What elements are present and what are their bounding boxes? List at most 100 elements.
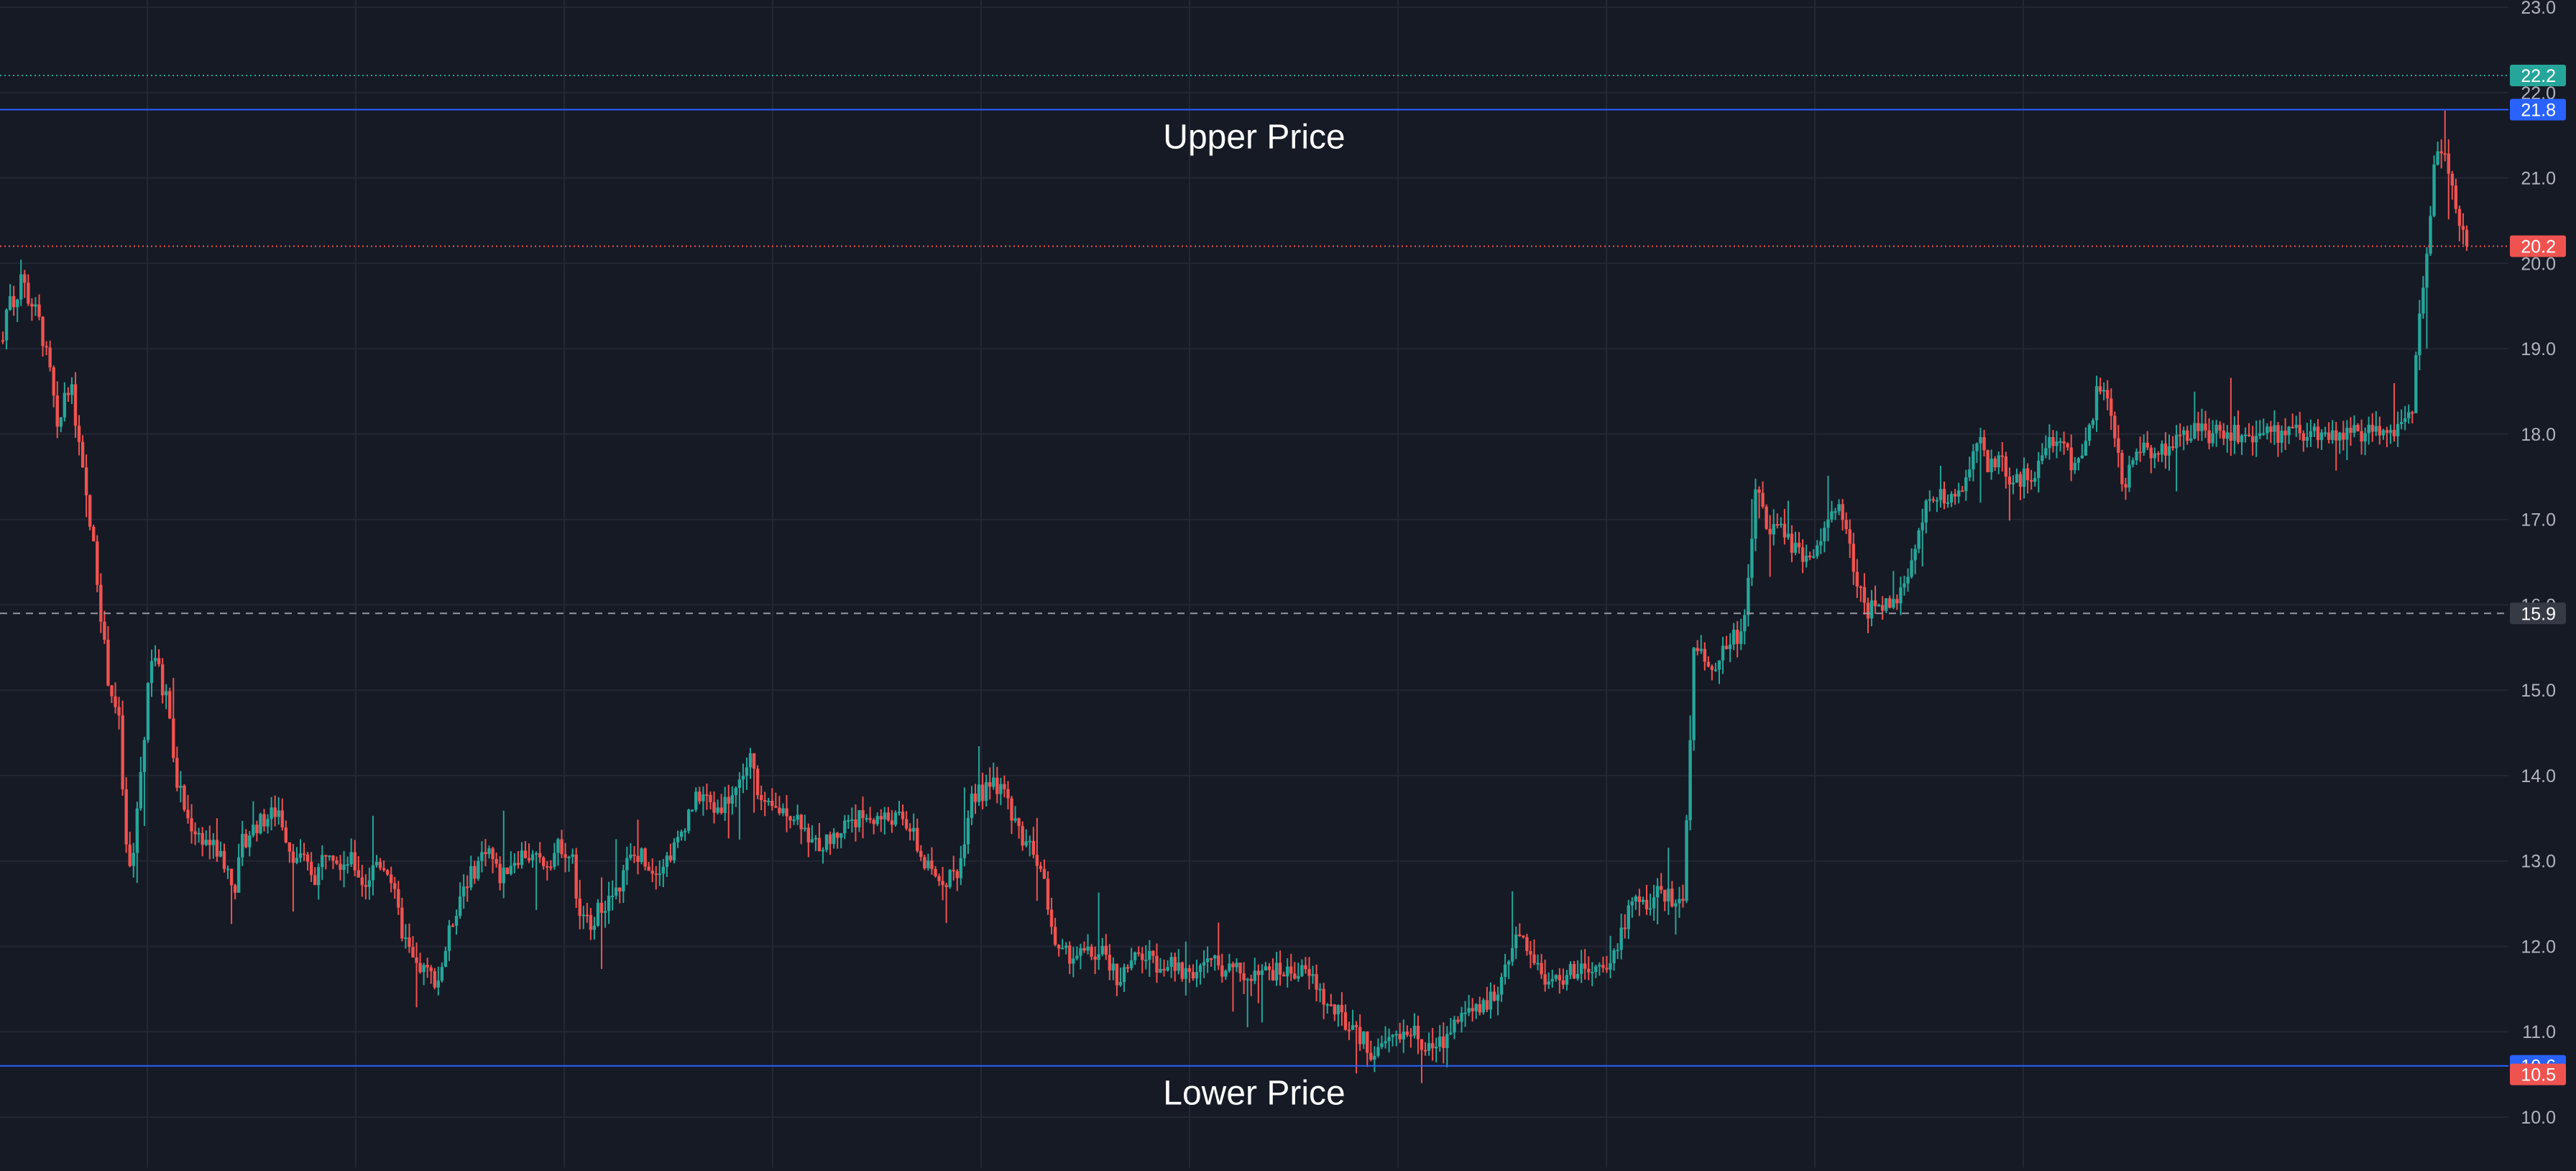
candle — [1449, 1018, 1453, 1036]
candle-body — [92, 526, 96, 542]
candle-body — [2298, 424, 2301, 433]
candle — [1667, 848, 1670, 915]
candle — [1031, 827, 1036, 859]
candle-body — [676, 837, 680, 842]
candle-body — [193, 831, 197, 835]
price-tag[interactable]: 20.2 — [2510, 235, 2566, 257]
candle — [371, 815, 375, 896]
upper-price-label: Upper Price — [1163, 119, 1345, 157]
candle — [774, 792, 778, 809]
candle — [1231, 961, 1235, 1012]
candle — [1565, 970, 1569, 991]
candle-body — [1644, 899, 1649, 909]
candle-body — [1394, 1034, 1398, 1036]
candle-body — [1231, 963, 1235, 968]
candle-body — [2232, 424, 2237, 441]
candle — [2156, 451, 2161, 462]
candle — [1499, 973, 1504, 1002]
candle — [1561, 968, 1565, 989]
candle-body — [233, 885, 237, 893]
candle — [88, 494, 92, 531]
candle — [2163, 432, 2168, 469]
candle — [168, 687, 172, 720]
candle-body — [2363, 433, 2367, 442]
candle-body — [930, 860, 934, 869]
price-tag[interactable]: 10.5 — [2510, 1063, 2566, 1085]
price-tag[interactable]: 22.2 — [2510, 65, 2566, 87]
candle-body — [37, 304, 41, 317]
candle-body — [84, 467, 88, 495]
candle — [273, 795, 277, 827]
candle — [2450, 170, 2455, 200]
candle-body — [1503, 964, 1507, 978]
candle-body — [172, 718, 175, 758]
candle — [904, 811, 908, 831]
candle-body — [509, 865, 513, 874]
candle-body — [824, 834, 829, 850]
price-tag[interactable]: 21.8 — [2510, 98, 2566, 121]
candle — [1162, 959, 1166, 977]
candle-body — [926, 860, 930, 868]
candle-body — [1917, 530, 1920, 549]
price-tag-label: 20.2 — [2521, 237, 2556, 257]
candle-body — [625, 858, 629, 871]
candle-body — [2102, 390, 2106, 392]
candle-body — [418, 963, 422, 973]
candle-body — [603, 911, 607, 913]
candle — [451, 923, 455, 927]
candle-body — [1003, 784, 1006, 789]
candle — [1235, 958, 1238, 973]
candle — [792, 816, 796, 825]
candle — [2258, 420, 2262, 439]
candle — [1333, 1004, 1337, 1021]
candle-body — [2171, 446, 2175, 449]
candle-body — [1463, 1012, 1467, 1014]
candle-body — [291, 851, 295, 863]
candle-body — [1572, 963, 1576, 979]
candle-body — [1213, 955, 1217, 959]
candle-body — [1623, 927, 1627, 929]
candle — [2425, 247, 2429, 349]
candle — [2145, 431, 2149, 451]
candle-body — [1122, 967, 1126, 983]
candle-body — [1438, 1036, 1442, 1047]
candle — [1888, 595, 1892, 609]
candle — [1148, 940, 1151, 977]
candle-body — [1953, 493, 1957, 497]
price-tag[interactable]: 15.9 — [2510, 602, 2566, 625]
candle-body — [1449, 1032, 1453, 1034]
candle-body — [1910, 560, 1913, 577]
candle-body — [339, 863, 342, 870]
candle — [523, 840, 528, 859]
candle — [1187, 965, 1192, 983]
candle — [2250, 426, 2255, 456]
candle-body — [2073, 462, 2076, 471]
candle — [1387, 1028, 1391, 1052]
candle-body — [571, 854, 574, 857]
candle-body — [955, 871, 959, 878]
candle — [803, 814, 806, 832]
candle — [2214, 420, 2218, 447]
candle — [1594, 964, 1598, 978]
candle-body — [2055, 441, 2058, 446]
candle — [1246, 978, 1249, 1028]
y-tick-label: 23.0 — [2521, 0, 2556, 18]
candle-body — [857, 809, 861, 827]
candle-body — [2225, 432, 2229, 439]
y-tick-label: 18.0 — [2521, 425, 2556, 445]
candle — [1627, 899, 1630, 940]
candle-body — [589, 914, 593, 930]
candle — [2432, 155, 2436, 218]
candle-body — [99, 584, 103, 622]
candle-body — [636, 855, 640, 862]
candle-body — [1340, 1005, 1344, 1013]
candle — [2029, 469, 2033, 490]
candle-body — [1956, 490, 1961, 497]
candle-body — [723, 796, 727, 813]
candle — [1100, 937, 1104, 957]
price-axis[interactable]: 10.011.012.013.014.015.016.017.018.019.0… — [2510, 0, 2566, 1128]
candle — [298, 839, 303, 863]
candle-body — [2037, 461, 2041, 479]
